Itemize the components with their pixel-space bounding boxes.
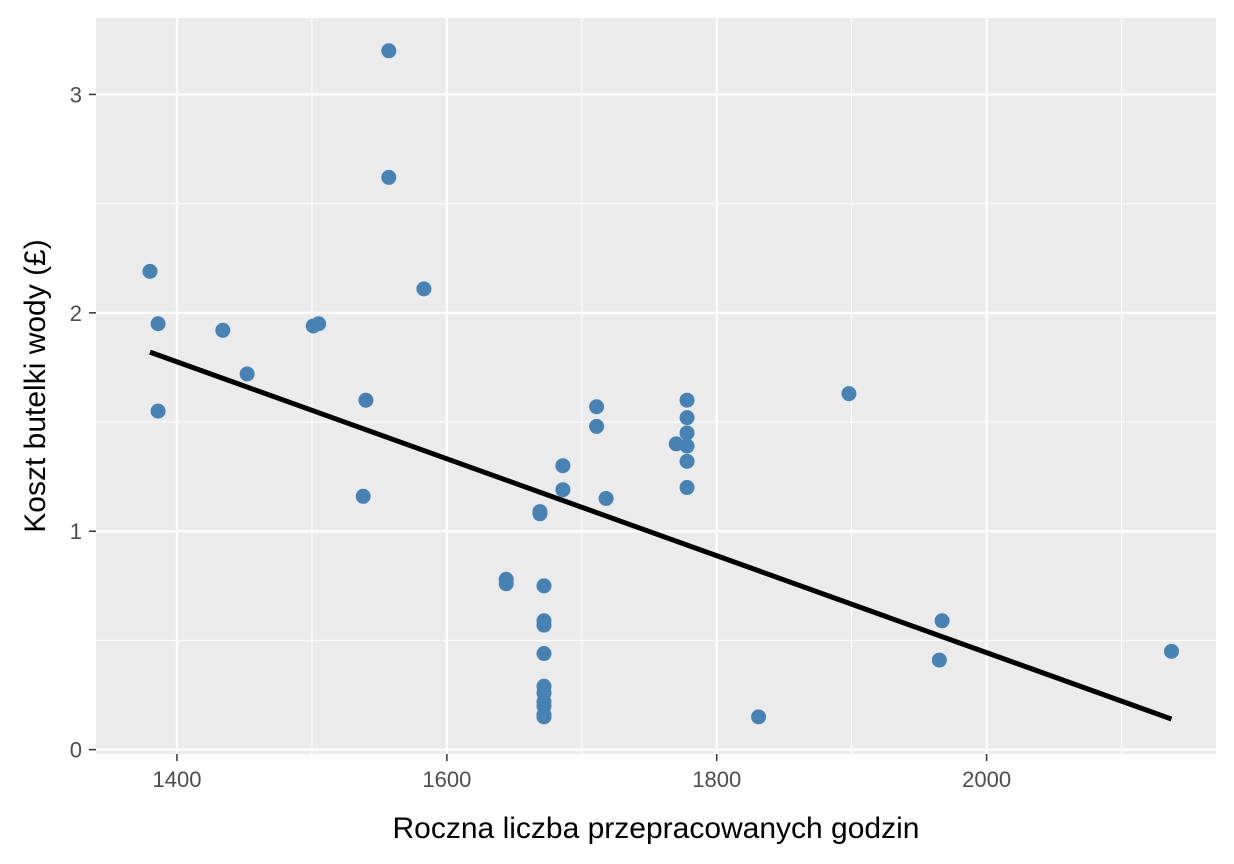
data-point — [751, 709, 767, 725]
data-point — [150, 403, 166, 419]
data-point — [381, 43, 397, 59]
axis-ticks — [89, 93, 988, 761]
x-tick-label: 2000 — [962, 767, 1011, 792]
data-point — [931, 652, 947, 668]
x-tick-label: 1800 — [692, 767, 741, 792]
data-points — [142, 43, 1179, 725]
y-axis-title: Koszt butelki wody (£) — [19, 239, 52, 532]
data-point — [536, 578, 552, 594]
trend-line — [149, 349, 1173, 722]
data-point — [589, 418, 605, 434]
data-point — [1163, 643, 1179, 659]
y-tick-label: 0 — [70, 738, 82, 763]
x-tick-label: 1400 — [152, 767, 201, 792]
data-point — [679, 480, 695, 496]
data-point — [679, 392, 695, 408]
data-point — [555, 458, 571, 474]
data-point — [416, 281, 432, 297]
y-tick-label: 1 — [70, 519, 82, 544]
data-point — [679, 453, 695, 469]
data-point — [239, 366, 255, 382]
data-point — [381, 169, 397, 185]
data-point — [598, 490, 614, 506]
data-point — [358, 392, 374, 408]
plot-panel — [96, 18, 1216, 754]
x-axis-tick-labels: 1400 1600 1800 2000 — [152, 767, 1011, 792]
data-point — [532, 506, 548, 522]
x-axis-title: Roczna liczba przepracowanych godzin — [393, 812, 920, 845]
data-point — [536, 617, 552, 633]
data-point — [498, 576, 514, 592]
data-point — [679, 410, 695, 426]
data-point — [679, 438, 695, 454]
y-tick-label: 3 — [70, 82, 82, 107]
data-point — [142, 263, 158, 279]
data-point — [355, 488, 371, 504]
data-point — [150, 316, 166, 332]
data-point — [536, 646, 552, 662]
x-tick-label: 1600 — [422, 767, 471, 792]
y-axis-tick-labels: 0 1 2 3 — [70, 82, 82, 762]
minor-gridlines — [96, 18, 1216, 754]
data-point — [536, 709, 552, 725]
major-gridlines — [96, 18, 1216, 754]
data-point — [215, 322, 231, 338]
data-point — [934, 613, 950, 629]
data-point — [311, 316, 327, 332]
y-tick-label: 2 — [70, 301, 82, 326]
data-point — [679, 425, 695, 441]
data-point — [841, 386, 857, 402]
data-point — [589, 399, 605, 415]
data-point — [555, 482, 571, 498]
